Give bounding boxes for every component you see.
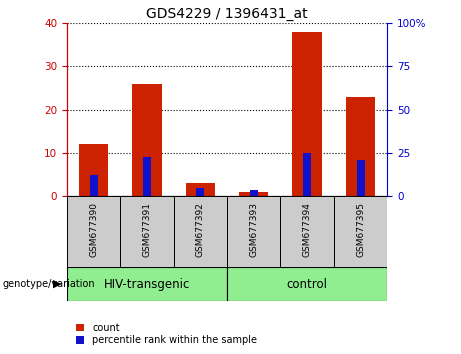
- Text: GSM677392: GSM677392: [196, 202, 205, 257]
- Text: GSM677390: GSM677390: [89, 202, 98, 257]
- Bar: [132, 84, 162, 196]
- Bar: [303, 153, 311, 196]
- Bar: [79, 144, 108, 196]
- Bar: [174, 196, 227, 267]
- Bar: [227, 196, 280, 267]
- Bar: [67, 267, 227, 301]
- Bar: [334, 196, 387, 267]
- Bar: [227, 267, 387, 301]
- Text: GSM677393: GSM677393: [249, 202, 258, 257]
- Text: GSM677391: GSM677391: [142, 202, 152, 257]
- Bar: [143, 158, 151, 196]
- Title: GDS4229 / 1396431_at: GDS4229 / 1396431_at: [146, 7, 308, 21]
- Text: genotype/variation: genotype/variation: [2, 279, 95, 289]
- Bar: [67, 196, 120, 267]
- Legend: count, percentile rank within the sample: count, percentile rank within the sample: [72, 319, 261, 349]
- Bar: [346, 97, 375, 196]
- Bar: [89, 175, 98, 196]
- Text: GSM677394: GSM677394: [302, 202, 312, 257]
- Bar: [196, 188, 204, 196]
- Bar: [280, 196, 334, 267]
- Bar: [292, 32, 322, 196]
- Text: GSM677395: GSM677395: [356, 202, 365, 257]
- Bar: [356, 160, 365, 196]
- Text: ▶: ▶: [53, 279, 62, 289]
- Text: control: control: [287, 278, 328, 291]
- Bar: [239, 192, 268, 196]
- Bar: [250, 190, 258, 196]
- Text: HIV-transgenic: HIV-transgenic: [104, 278, 190, 291]
- Bar: [186, 183, 215, 196]
- Bar: [120, 196, 174, 267]
